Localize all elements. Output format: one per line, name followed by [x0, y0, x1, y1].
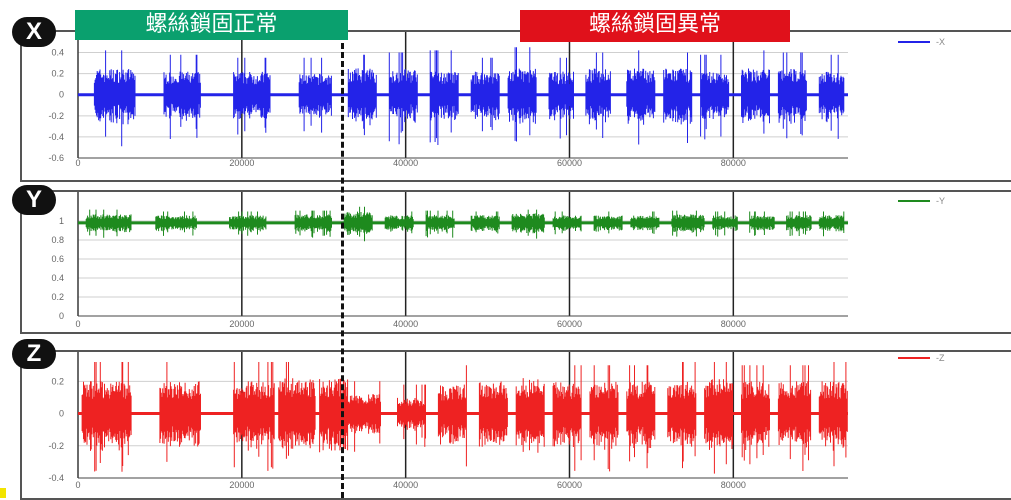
normal-region-label: 螺絲鎖固正常 — [75, 10, 348, 40]
signal-burst — [159, 362, 201, 462]
x-tick-label: 80000 — [721, 480, 746, 490]
signal-burst — [741, 50, 770, 134]
y-tick-label: 0.8 — [51, 235, 64, 245]
signal-burst — [81, 362, 132, 472]
x-axis-badge: X — [12, 17, 56, 47]
signal-burst — [347, 54, 377, 136]
signal-burst — [777, 365, 812, 471]
signal-burst — [548, 57, 574, 139]
y-tick-label: -0.4 — [48, 473, 64, 483]
signal-burst — [626, 50, 656, 145]
signal-burst — [515, 378, 545, 453]
x-tick-label: 60000 — [557, 480, 582, 490]
signal-burst — [700, 54, 730, 140]
signal-burst — [511, 209, 545, 239]
signal-burst — [630, 211, 660, 234]
signal-burst — [552, 365, 582, 471]
abnormal-region-label: 螺絲鎖固異常 — [520, 10, 790, 42]
y-tick-label: 1 — [59, 216, 64, 226]
signal-burst — [786, 211, 812, 236]
signal-burst — [818, 54, 845, 139]
signal-burst — [425, 210, 455, 238]
legend-label: -X — [936, 37, 945, 47]
y-axis-badge: Y — [12, 185, 56, 215]
signal-burst — [93, 50, 136, 147]
signal-burst — [749, 211, 775, 236]
normal-abnormal-divider — [341, 34, 344, 498]
signal-burst — [712, 211, 738, 237]
x-tick-label: 0 — [75, 319, 80, 329]
y-tick-label: 0.2 — [51, 292, 64, 302]
z-axis-badge: Z — [12, 339, 56, 369]
signal-burst — [667, 362, 697, 469]
x-tick-label: 80000 — [721, 158, 746, 168]
x-tick-label: 20000 — [229, 319, 254, 329]
corner-mark — [0, 488, 6, 498]
legend-label: -Z — [936, 353, 945, 363]
signal-burst — [155, 211, 197, 236]
signal-burst — [343, 206, 373, 242]
y-tick-label: 0.2 — [51, 376, 64, 386]
signal-burst — [294, 210, 332, 238]
x-tick-label: 40000 — [393, 319, 418, 329]
signal-burst — [663, 52, 693, 143]
signal-burst — [593, 211, 623, 234]
signal-burst — [552, 211, 582, 235]
y-tick-label: -0.2 — [48, 111, 64, 121]
signal-burst — [437, 365, 467, 467]
x-tick-label: 80000 — [721, 319, 746, 329]
signal-burst — [704, 362, 734, 474]
y-tick-label: 0.2 — [51, 69, 64, 79]
x-tick-label: 20000 — [229, 480, 254, 490]
signal-burst — [507, 47, 537, 142]
x-tick-label: 40000 — [393, 480, 418, 490]
signal-burst — [671, 210, 705, 237]
signal-burst — [298, 57, 332, 133]
signal-burst — [741, 365, 770, 465]
signal-burst — [388, 52, 418, 145]
y-axis-chart-panel — [20, 190, 1011, 334]
signal-burst — [85, 209, 132, 238]
y-tick-label: 0.4 — [51, 273, 64, 283]
signal-burst — [589, 365, 619, 472]
signal-burst — [397, 384, 426, 447]
signal-burst — [626, 365, 656, 469]
signal-burst — [777, 52, 807, 139]
signal-burst — [470, 57, 500, 132]
x-tick-label: 0 — [75, 480, 80, 490]
y-tick-label: -0.6 — [48, 153, 64, 163]
x-tick-label: 0 — [75, 158, 80, 168]
legend-label: -Y — [936, 196, 945, 206]
signal-burst — [278, 362, 316, 459]
signal-burst — [229, 211, 267, 236]
y-tick-label: 0 — [59, 311, 64, 321]
y-tick-label: -0.4 — [48, 132, 64, 142]
signal-burst — [818, 211, 845, 237]
y-tick-label: -0.2 — [48, 441, 64, 451]
signal-burst — [233, 362, 275, 471]
y-tick-label: 0.6 — [51, 254, 64, 264]
y-tick-label: 0 — [59, 409, 64, 419]
signal-burst — [384, 211, 414, 234]
x-tick-label: 60000 — [557, 319, 582, 329]
signal-burst — [347, 381, 381, 452]
signal-burst — [818, 362, 848, 467]
x-tick-label: 40000 — [393, 158, 418, 168]
x-tick-label: 20000 — [229, 158, 254, 168]
signal-burst — [233, 57, 271, 135]
signal-burst — [163, 54, 201, 139]
signal-burst — [429, 50, 459, 145]
signal-burst — [478, 381, 508, 447]
x-tick-label: 60000 — [557, 158, 582, 168]
signal-burst — [585, 52, 611, 138]
y-tick-label: 0 — [59, 90, 64, 100]
signal-burst — [470, 211, 500, 234]
y-tick-label: 0.4 — [51, 48, 64, 58]
